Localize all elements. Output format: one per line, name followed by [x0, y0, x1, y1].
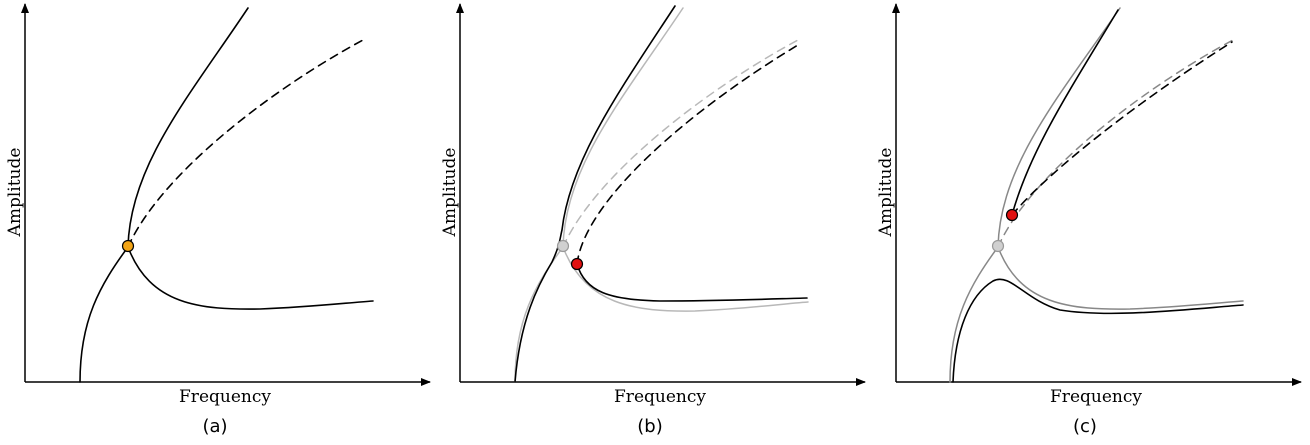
unstable-branch	[576, 44, 799, 265]
reference-low-amplitude-branch	[562, 246, 809, 312]
bifurcation-point	[121, 239, 135, 253]
resonant-branch	[514, 5, 676, 383]
reference-lower-branch	[949, 246, 999, 383]
reference-curves	[514, 7, 809, 383]
reference-bifurcation-point	[991, 239, 1005, 253]
reference-upper-branch	[997, 7, 1121, 248]
unstable-branch	[127, 39, 364, 248]
lower-stable-branch	[79, 246, 129, 383]
low-amplitude-branch	[127, 246, 374, 310]
reference-low-amplitude-branch	[997, 246, 1244, 310]
y-axis-label: Amplitude	[5, 148, 25, 238]
panel-label: (b)	[637, 416, 662, 437]
reference-unstable-branch	[562, 39, 799, 248]
upper-resonant-branch	[1011, 9, 1119, 216]
unstable-branch	[1011, 41, 1233, 216]
x-axis-label: Frequency	[1050, 387, 1142, 407]
reference-unstable-branch	[997, 39, 1234, 248]
saddle-node-point	[1005, 208, 1019, 222]
y-axis-label: Amplitude	[440, 148, 460, 238]
panel-label: (a)	[202, 416, 227, 437]
detached-lower-branch	[952, 278, 1244, 383]
reference-lower-branch	[514, 246, 564, 383]
panel-b: Frequency Amplitude (b)	[440, 3, 866, 437]
saddle-node-point	[570, 257, 584, 271]
reference-bifurcation-point	[556, 239, 570, 253]
upper-stable-branch	[127, 7, 249, 248]
panel-c: Frequency Amplitude (c)	[876, 3, 1302, 437]
x-axis-label: Frequency	[179, 387, 271, 407]
y-axis-label: Amplitude	[876, 148, 896, 238]
low-amplitude-branch	[576, 263, 808, 302]
reference-upper-branch	[562, 7, 684, 248]
panel-label: (c)	[1073, 416, 1097, 437]
x-axis-label: Frequency	[614, 387, 706, 407]
panel-a: Frequency Amplitude (a)	[5, 3, 431, 437]
